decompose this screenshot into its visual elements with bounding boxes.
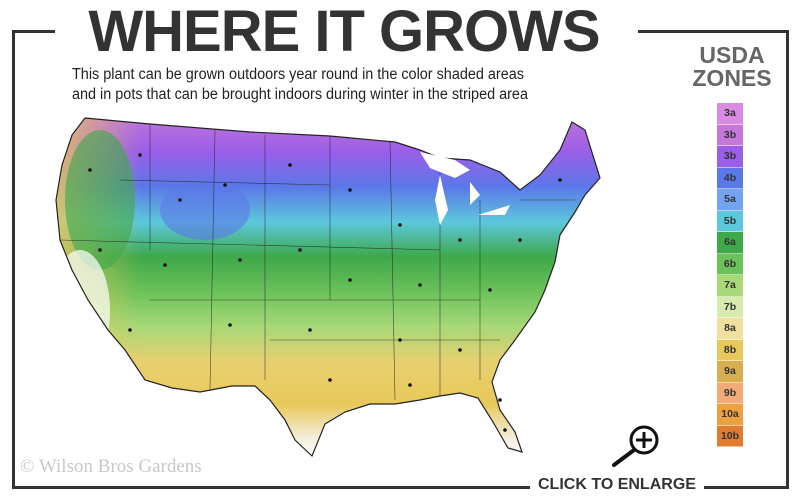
zoom-in-icon[interactable]: [610, 422, 664, 468]
frame-top-right: [638, 30, 789, 33]
legend-title: USDA ZONES: [678, 44, 786, 90]
subtitle-line-2: and in pots that can be brought indoors …: [72, 86, 528, 103]
legend-title-line-1: USDA: [699, 42, 765, 68]
frame-left: [12, 30, 15, 489]
page-title: WHERE IT GROWS: [55, 0, 633, 64]
legend-zone-9a: 9a: [717, 361, 743, 383]
legend-zone-7b: 7b: [717, 296, 743, 318]
lakes: [420, 152, 510, 225]
frame-bottom: [12, 486, 789, 489]
frame-right: [786, 30, 789, 489]
subtitle-line-1: This plant can be grown outdoors year ro…: [72, 66, 524, 83]
frame-top-left: [12, 30, 60, 33]
legend-zone-10b: 10b: [717, 425, 743, 447]
legend-zone-7a: 7a: [717, 275, 743, 297]
watermark: © Wilson Bros Gardens: [20, 456, 202, 477]
legend-zone-4b: 4b: [717, 167, 743, 189]
click-to-enlarge-button[interactable]: CLICK TO ENLARGE: [530, 476, 704, 494]
legend-zone-9b: 9b: [717, 382, 743, 404]
legend-zone-5b: 5b: [717, 210, 743, 232]
legend-zone-8a: 8a: [717, 318, 743, 340]
city-dots: [88, 153, 562, 432]
legend-zone-6b: 6b: [717, 253, 743, 275]
legend-zone-3a: 3a: [717, 103, 743, 125]
usda-zone-legend: 3a 3b 3b 4b 5a 5b 6a 6b 7a 7b 8a 8b 9a 9b 10a 10b: [717, 103, 743, 447]
legend-zone-3b: 3b: [717, 124, 743, 146]
legend-zone-8b: 8b: [717, 339, 743, 361]
legend-zone-5a: 5a: [717, 189, 743, 211]
legend-title-line-2: ZONES: [692, 65, 772, 91]
legend-zone-6a: 6a: [717, 232, 743, 254]
legend-zone-3b: 3b: [717, 146, 743, 168]
state-borders: [59, 120, 575, 401]
legend-zone-10a: 10a: [717, 404, 743, 426]
